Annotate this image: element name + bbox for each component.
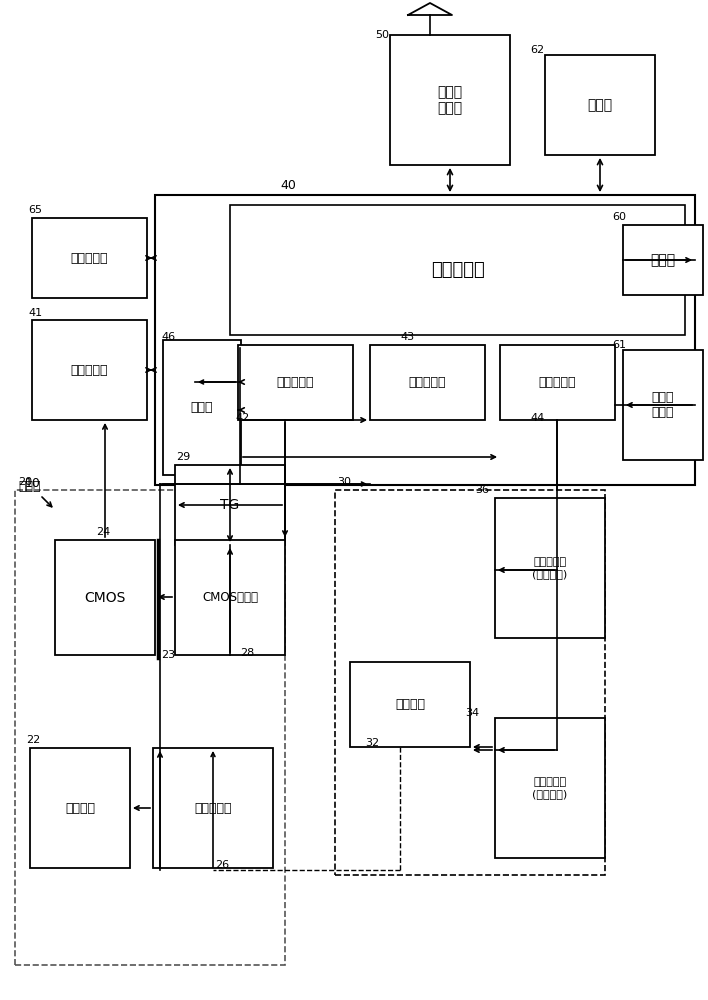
Text: 俯仰驱动部
(俯仰马达): 俯仰驱动部 (俯仰马达) <box>532 557 568 579</box>
Text: 29: 29 <box>176 452 190 462</box>
FancyBboxPatch shape <box>30 748 130 868</box>
Text: 控制部: 控制部 <box>190 401 213 414</box>
Text: 22: 22 <box>26 735 40 745</box>
Text: 62: 62 <box>530 45 544 55</box>
FancyBboxPatch shape <box>32 320 147 420</box>
Text: 50: 50 <box>375 30 389 40</box>
Text: 40: 40 <box>280 179 296 192</box>
Text: 24: 24 <box>96 527 110 537</box>
Text: 透镜驱动部: 透镜驱动部 <box>194 802 232 814</box>
Text: 34: 34 <box>465 708 479 718</box>
FancyBboxPatch shape <box>390 35 510 165</box>
FancyBboxPatch shape <box>32 218 147 298</box>
FancyBboxPatch shape <box>163 340 241 475</box>
Text: 尺寸变更部: 尺寸变更部 <box>71 251 108 264</box>
Text: 云台机构: 云台机构 <box>395 698 425 711</box>
FancyBboxPatch shape <box>230 205 685 335</box>
Text: CMOS: CMOS <box>84 590 126 604</box>
FancyBboxPatch shape <box>175 465 285 545</box>
Text: 30: 30 <box>337 477 351 487</box>
FancyBboxPatch shape <box>623 350 703 460</box>
Text: 信号处理部: 信号处理部 <box>71 363 108 376</box>
FancyBboxPatch shape <box>623 225 703 295</box>
FancyBboxPatch shape <box>335 490 605 875</box>
Text: 方向控制部: 方向控制部 <box>539 376 576 389</box>
Text: 26: 26 <box>215 860 229 870</box>
FancyBboxPatch shape <box>153 748 273 868</box>
Text: 60: 60 <box>612 212 626 222</box>
Text: 摄像控制部: 摄像控制部 <box>277 376 314 389</box>
Text: 摄像部: 摄像部 <box>18 480 40 493</box>
Text: 平摇驱动部
(平摇马达): 平摇驱动部 (平摇马达) <box>532 777 568 799</box>
Text: 操作部: 操作部 <box>651 253 675 267</box>
FancyBboxPatch shape <box>55 540 155 655</box>
FancyBboxPatch shape <box>495 498 605 638</box>
Text: TG: TG <box>220 498 239 512</box>
Text: 36: 36 <box>475 485 489 495</box>
Text: 28: 28 <box>240 648 254 658</box>
Text: 44: 44 <box>530 413 544 423</box>
Text: 存储器: 存储器 <box>588 98 612 112</box>
Text: 43: 43 <box>400 332 414 342</box>
FancyBboxPatch shape <box>15 490 285 965</box>
Text: 61: 61 <box>612 340 626 350</box>
Text: 46: 46 <box>161 332 175 342</box>
FancyBboxPatch shape <box>350 662 470 747</box>
Text: 相机侧
显示部: 相机侧 显示部 <box>652 391 674 419</box>
Text: CMOS驱动器: CMOS驱动器 <box>202 591 258 604</box>
Text: 23: 23 <box>161 650 175 660</box>
Text: 20: 20 <box>18 477 32 487</box>
Text: 32: 32 <box>365 738 379 748</box>
FancyBboxPatch shape <box>175 540 285 655</box>
Text: 65: 65 <box>28 205 42 215</box>
Text: 相机侧
通信部: 相机侧 通信部 <box>438 85 462 115</box>
FancyBboxPatch shape <box>495 718 605 858</box>
FancyBboxPatch shape <box>155 195 695 485</box>
FancyBboxPatch shape <box>500 345 615 420</box>
FancyBboxPatch shape <box>370 345 485 420</box>
Text: 41: 41 <box>28 308 42 318</box>
FancyBboxPatch shape <box>545 55 655 155</box>
Text: 动作控制部: 动作控制部 <box>430 261 484 279</box>
Text: 透镜控制部: 透镜控制部 <box>409 376 446 389</box>
Text: 成像透镜: 成像透镜 <box>65 802 95 814</box>
Text: 10: 10 <box>25 477 41 490</box>
Text: 42: 42 <box>235 413 249 423</box>
FancyBboxPatch shape <box>238 345 353 420</box>
